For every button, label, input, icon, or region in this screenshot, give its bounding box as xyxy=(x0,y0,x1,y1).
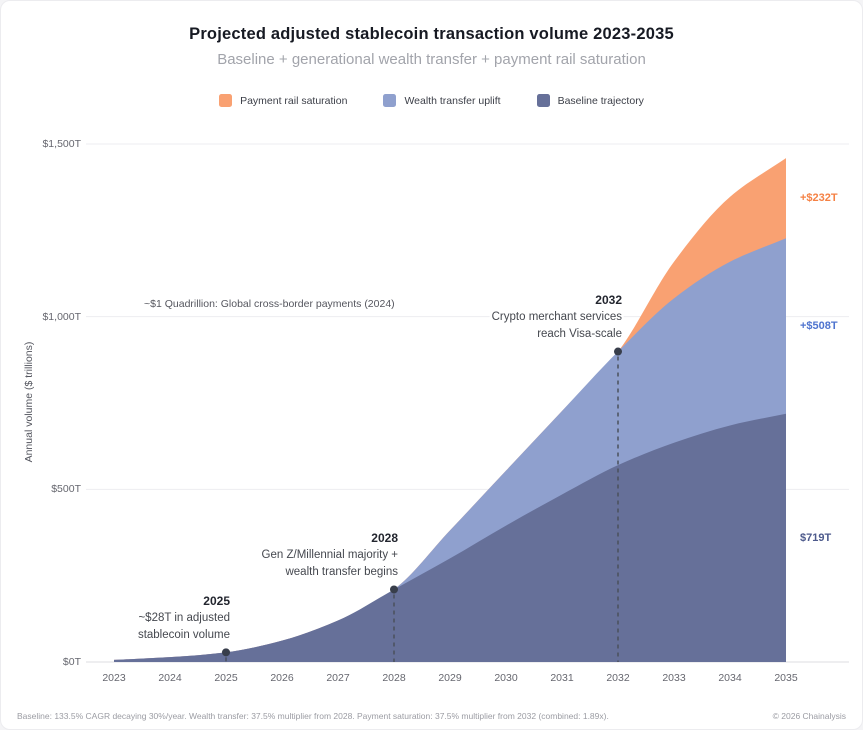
x-tick-label: 2031 xyxy=(550,672,574,684)
legend-item-wealth-transfer-uplift: Wealth transfer uplift xyxy=(383,94,501,107)
x-tick-label: 2024 xyxy=(158,672,182,684)
chart-header: Projected adjusted stablecoin transactio… xyxy=(1,25,862,68)
legend-item-payment-rail-saturation: Payment rail saturation xyxy=(219,94,347,107)
page-title: Projected adjusted stablecoin transactio… xyxy=(189,25,674,43)
x-tick-label: 2032 xyxy=(606,672,630,684)
chart-footer: Baseline: 133.5% CAGR decaying 30%/year.… xyxy=(1,703,862,729)
legend-label: Wealth transfer uplift xyxy=(404,94,501,107)
milestone-2025: 2025 ~$28T in adjusted stablecoin volume xyxy=(135,591,232,645)
y-axis-title: Annual volume ($ trillions) xyxy=(23,341,35,463)
milestone-dot xyxy=(614,347,622,356)
milestone-text: reach Visa-scale xyxy=(537,328,622,341)
milestone-dot xyxy=(222,648,230,657)
segment-value-wealth: +$508T xyxy=(800,319,838,332)
x-tick-label: 2035 xyxy=(774,672,798,684)
milestone-text: wealth transfer begins xyxy=(285,566,398,579)
chart-legend: Payment rail saturation Wealth transfer … xyxy=(1,94,862,107)
milestone-text: Gen Z/Millennial majority + xyxy=(261,548,398,561)
y-tick-label: $500T xyxy=(51,483,81,496)
x-tick-label: 2029 xyxy=(438,672,462,684)
page-subtitle: Baseline + generational wealth transfer … xyxy=(217,51,646,68)
milestone-text: stablecoin volume xyxy=(137,629,230,642)
x-tick-label: 2030 xyxy=(494,672,518,684)
copyright-note: © 2026 Chainalysis xyxy=(772,711,846,721)
milestone-2032: 2032 Crypto merchant services reach Visa… xyxy=(489,291,624,344)
legend-label: Payment rail saturation xyxy=(240,94,348,107)
x-tick-label: 2028 xyxy=(382,672,406,684)
segment-value-payment: +$232T xyxy=(800,192,838,205)
x-tick-label: 2023 xyxy=(102,672,126,684)
x-tick-label: 2026 xyxy=(270,672,294,684)
legend-item-baseline-trajectory: Baseline trajectory xyxy=(536,94,644,107)
legend-swatch-icon xyxy=(219,94,233,107)
reference-note: ~$1 Quadrillion: Global cross-border pay… xyxy=(141,297,398,310)
x-tick-label: 2025 xyxy=(214,672,238,684)
y-tick-label: $0T xyxy=(62,656,81,668)
x-tick-label: 2027 xyxy=(326,672,350,684)
milestone-dot xyxy=(390,585,398,594)
milestone-year: 2032 xyxy=(595,293,622,308)
milestone-text: ~$28T in adjusted xyxy=(138,611,230,624)
legend-label: Baseline trajectory xyxy=(557,94,644,107)
x-tick-label: 2034 xyxy=(718,672,742,684)
y-tick-label: $1,500T xyxy=(42,138,81,150)
milestone-text: Crypto merchant services xyxy=(491,311,622,324)
segment-value-baseline: $719T xyxy=(800,531,832,544)
legend-swatch-icon xyxy=(536,94,550,107)
y-tick-label: $1,000T xyxy=(42,310,81,323)
legend-swatch-icon xyxy=(383,94,397,107)
methodology-note: Baseline: 133.5% CAGR decaying 30%/year.… xyxy=(17,711,609,721)
milestone-2028: 2028 Gen Z/Millennial majority + wealth … xyxy=(259,528,400,582)
milestone-year: 2025 xyxy=(203,593,230,608)
x-tick-label: 2033 xyxy=(662,672,686,684)
milestone-year: 2028 xyxy=(371,530,398,545)
